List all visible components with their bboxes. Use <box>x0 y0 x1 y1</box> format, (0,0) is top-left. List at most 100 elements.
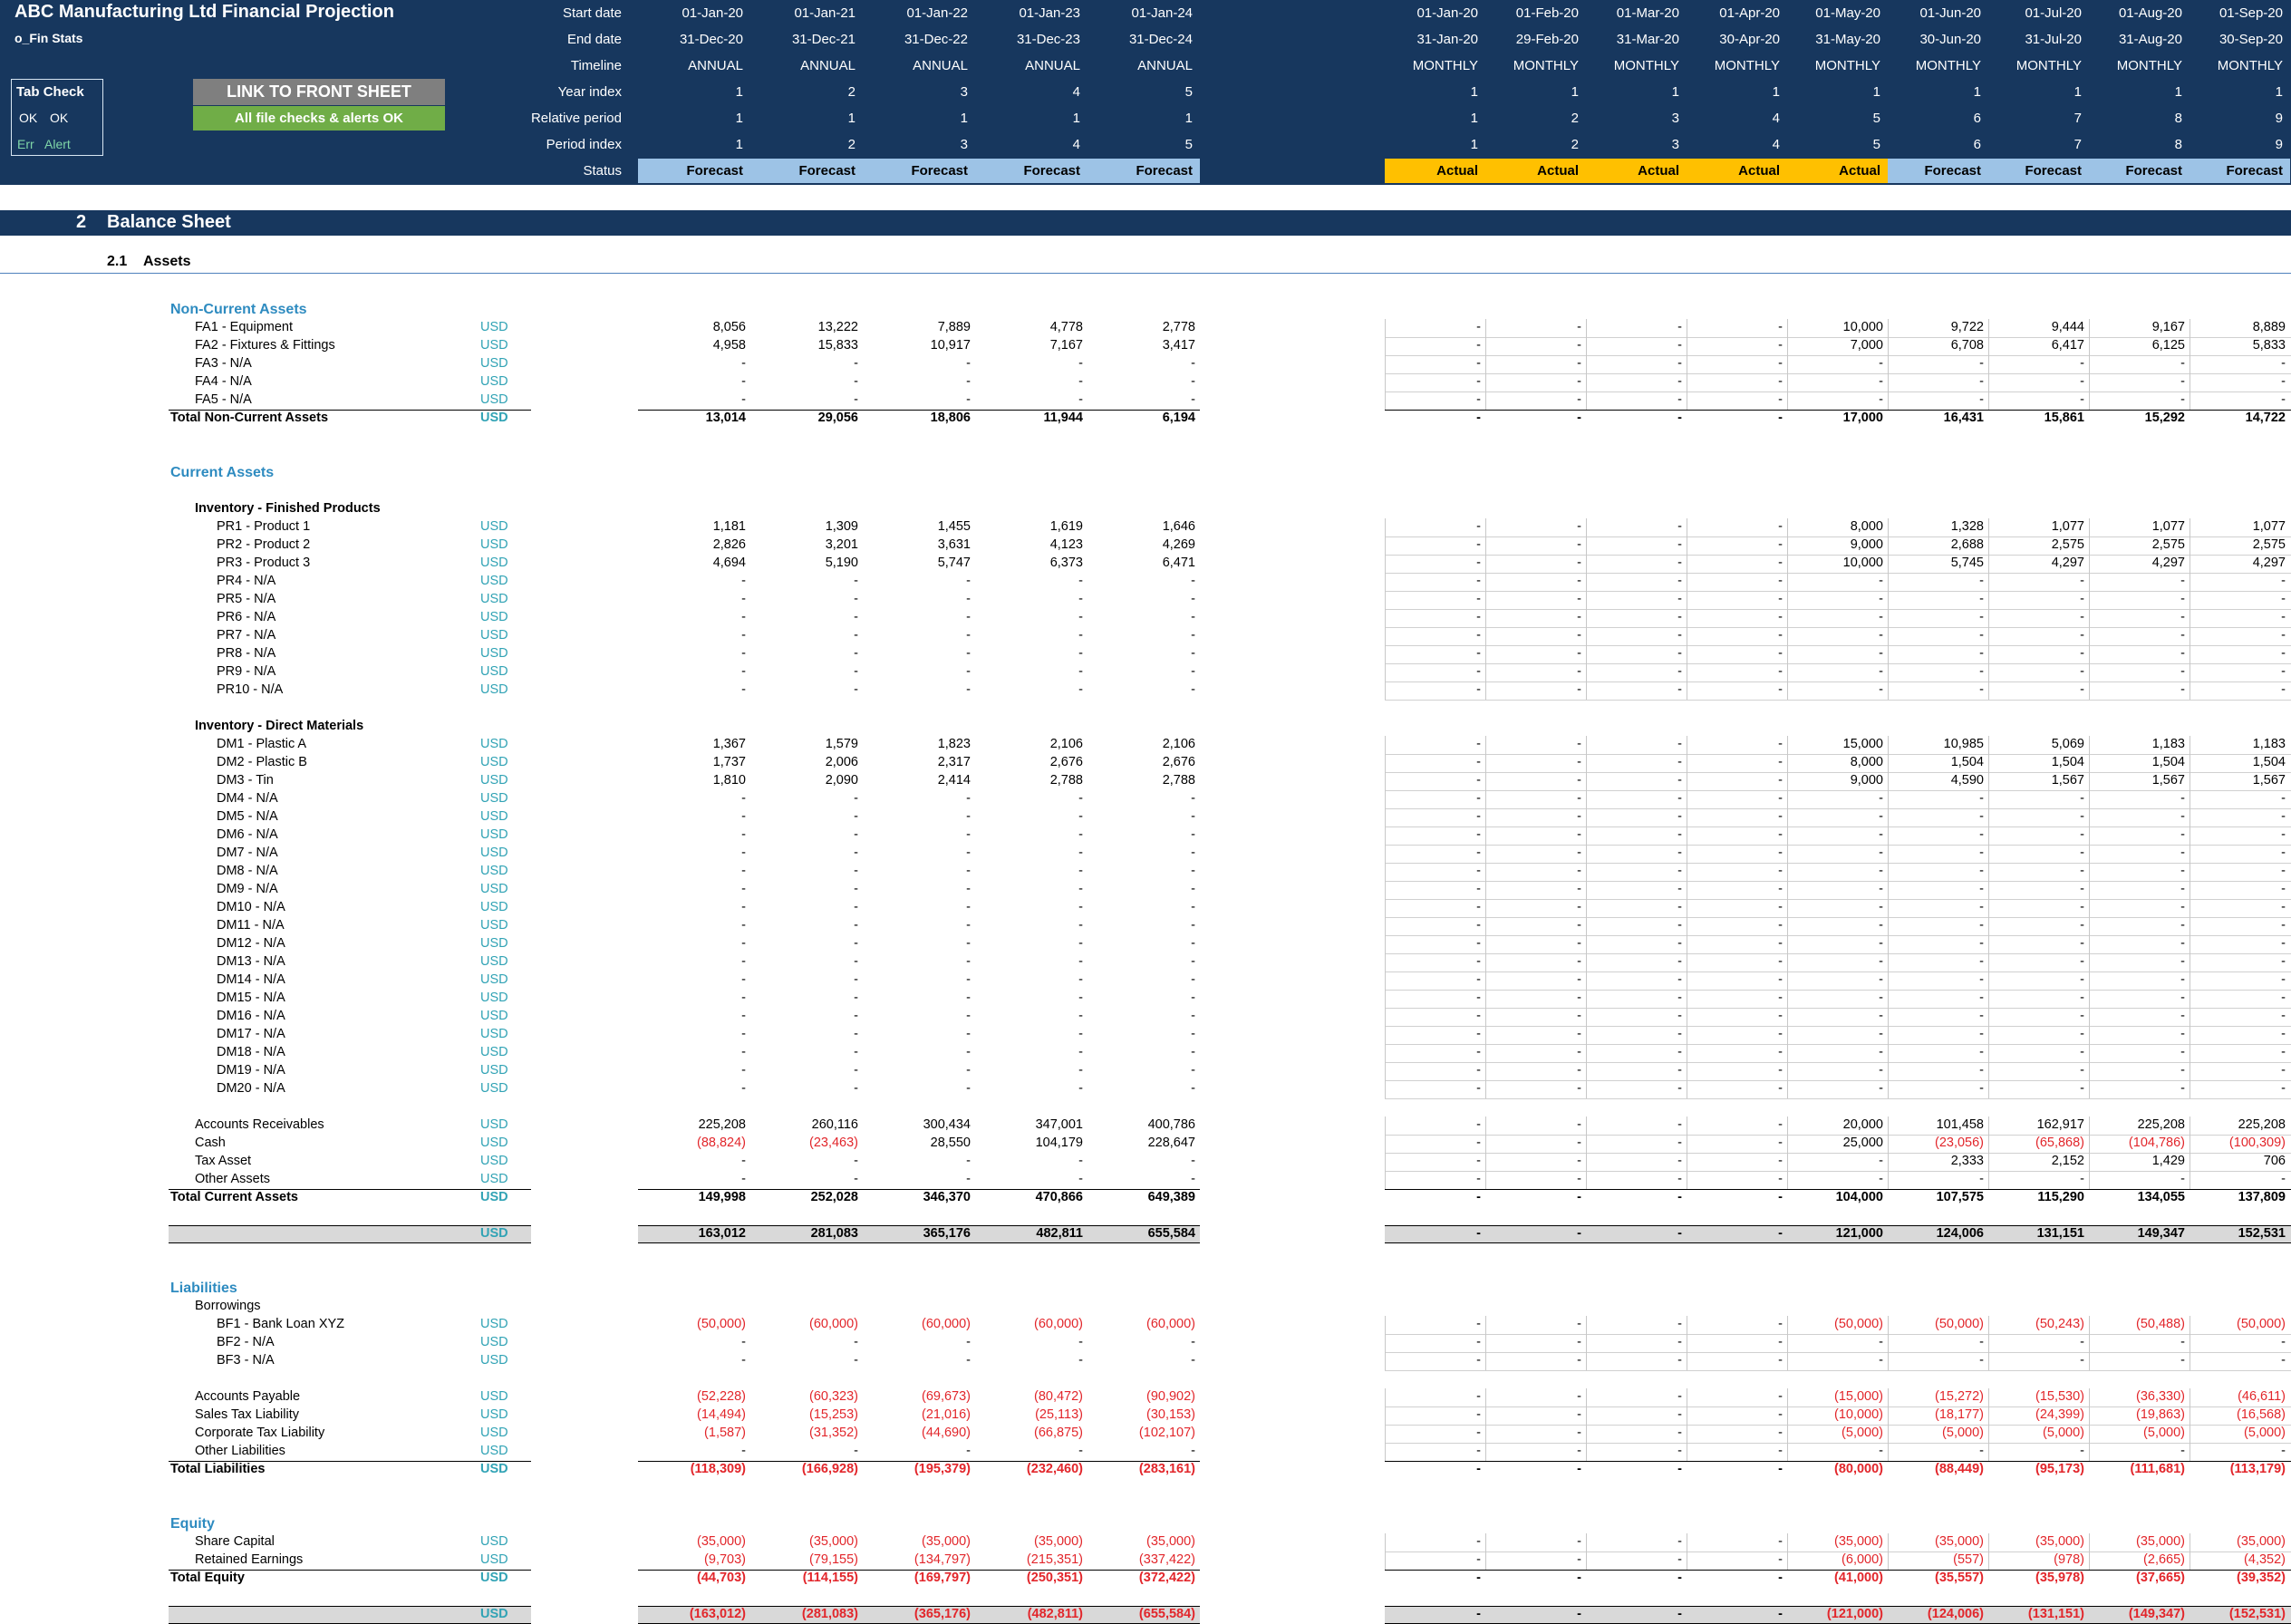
monthly-value-cell: - <box>1476 1136 1481 1150</box>
link-to-front-sheet-button[interactable]: LINK TO FRONT SHEET <box>193 79 445 105</box>
column-gridline <box>1586 319 1587 337</box>
monthly-value-cell: - <box>1577 519 1581 534</box>
row-unit: USD <box>480 1426 508 1440</box>
column-gridline <box>1888 1425 1889 1443</box>
row-label: FA2 - Fixtures & Fittings <box>195 338 335 353</box>
column-gridline <box>1485 1533 1486 1552</box>
row-unit: USD <box>480 610 508 624</box>
column-gridline <box>2089 899 2090 917</box>
monthly-value-cell: - <box>1677 628 1682 643</box>
column-gridline <box>1586 591 1587 609</box>
monthly-value-cell: - <box>1778 1444 1783 1458</box>
monthly-value-cell: - <box>2080 882 2084 896</box>
column-gridline <box>1988 1443 1989 1461</box>
annual-value-cell: - <box>1078 936 1083 951</box>
annual-value-cell: 347,001 <box>1035 1117 1083 1132</box>
row-label: DM13 - N/A <box>217 954 285 969</box>
annual-value-cell: - <box>741 809 746 824</box>
monthly-value-cell: - <box>1677 1226 1682 1241</box>
timeline-period-cell: 2 <box>1571 137 1579 152</box>
annual-value-cell: (35,000) <box>1146 1534 1195 1549</box>
monthly-value-cell: 20,000 <box>1842 1117 1883 1132</box>
row-gridline <box>1385 627 2291 628</box>
column-gridline <box>2089 1153 2090 1171</box>
column-gridline <box>1787 1533 1788 1552</box>
monthly-value-cell: - <box>2080 592 2084 606</box>
monthly-value-cell: - <box>1677 827 1682 842</box>
monthly-value-cell: (65,868) <box>2035 1136 2084 1150</box>
timeline-timeline-cell: ANNUAL <box>1025 58 1080 73</box>
column-gridline <box>1485 573 1486 591</box>
monthly-value-cell: - <box>2281 356 2286 371</box>
monthly-value-cell: 10,000 <box>1842 556 1883 570</box>
annual-value-cell: - <box>854 1172 858 1186</box>
monthly-value-cell: - <box>1778 864 1783 878</box>
annual-value-cell: - <box>1078 592 1083 606</box>
annual-value-cell: - <box>966 628 971 643</box>
monthly-value-cell: - <box>1778 682 1783 697</box>
monthly-value-cell: - <box>1979 846 1984 860</box>
annual-value-cell: - <box>741 918 746 933</box>
monthly-value-cell: - <box>1778 320 1783 334</box>
timeline-year-cell: 1 <box>2275 84 2283 100</box>
monthly-value-cell: (5,000) <box>2143 1426 2185 1440</box>
monthly-value-cell: - <box>1476 1462 1481 1476</box>
monthly-value-cell: (35,000) <box>2035 1534 2084 1549</box>
annual-value-cell: 8,056 <box>712 320 746 334</box>
column-gridline <box>1385 1080 1386 1098</box>
timeline-status-cell: Forecast <box>638 159 750 183</box>
monthly-value-cell: - <box>1476 1045 1481 1059</box>
column-gridline <box>1385 935 1386 953</box>
annual-value-cell: - <box>1191 392 1195 407</box>
monthly-value-cell: - <box>1476 1317 1481 1331</box>
monthly-value-cell: - <box>2180 1009 2185 1023</box>
column-gridline <box>2089 1334 2090 1352</box>
column-gridline <box>1988 1334 1989 1352</box>
column-gridline <box>1787 1443 1788 1461</box>
annual-value-cell: 28,550 <box>930 1136 971 1150</box>
timeline-status-cell: Forecast <box>750 159 863 183</box>
annual-value-cell: (60,000) <box>1033 1317 1083 1331</box>
monthly-value-cell: (80,000) <box>1833 1462 1883 1476</box>
monthly-value-cell: 1,504 <box>2151 755 2185 769</box>
annual-value-cell: - <box>854 1009 858 1023</box>
monthly-value-cell: - <box>1778 846 1783 860</box>
monthly-value-cell: - <box>1778 773 1783 788</box>
column-gridline <box>1385 917 1386 935</box>
column-gridline <box>1787 1171 1788 1189</box>
timeline-timeline-cell: MONTHLY <box>1814 58 1880 73</box>
monthly-value-cell: - <box>1577 900 1581 914</box>
timeline-timeline-cell: MONTHLY <box>2116 58 2182 73</box>
column-gridline <box>2089 1388 2090 1406</box>
annual-value-cell: - <box>1191 374 1195 389</box>
monthly-value-cell: - <box>1476 1571 1481 1585</box>
column-gridline <box>1888 899 1889 917</box>
monthly-value-cell: - <box>1677 592 1682 606</box>
column-gridline <box>2089 1443 2090 1461</box>
row-label: PR10 - N/A <box>217 682 284 697</box>
column-gridline <box>1988 790 1989 808</box>
annual-value-cell: - <box>1191 1444 1195 1458</box>
annual-value-cell: - <box>1078 882 1083 896</box>
column-gridline <box>2089 1406 2090 1425</box>
timeline-year-cell: 1 <box>1571 84 1579 100</box>
annual-value-cell: - <box>1078 991 1083 1005</box>
section-header-balance-sheet: 2 Balance Sheet <box>0 210 2291 236</box>
monthly-value-cell: - <box>2180 646 2185 661</box>
column-gridline <box>1485 1552 1486 1570</box>
timeline-end-cell: 30-Apr-20 <box>1719 32 1780 47</box>
monthly-value-cell: - <box>2180 918 2185 933</box>
column-gridline <box>1485 536 1486 555</box>
column-gridline <box>1385 1334 1386 1352</box>
column-gridline <box>2089 772 2090 790</box>
annual-value-cell: - <box>966 900 971 914</box>
annual-value-cell: - <box>741 374 746 389</box>
total-rule <box>1385 410 2291 411</box>
timeline-year-cell: 1 <box>1772 84 1780 100</box>
row-unit: USD <box>480 1335 508 1349</box>
column-gridline <box>1888 1171 1889 1189</box>
annual-value-cell: 228,647 <box>1147 1136 1195 1150</box>
column-gridline <box>1385 392 1386 410</box>
monthly-value-cell: - <box>1879 392 1883 407</box>
annual-value-cell: 1,646 <box>1162 519 1195 534</box>
